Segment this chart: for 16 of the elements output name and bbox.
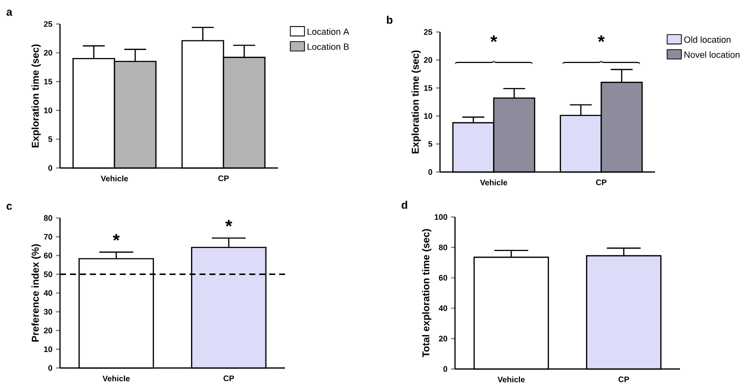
annotation: * [112,234,120,241]
chart-title: d [402,200,408,209]
annotation: * [225,220,232,227]
y-axis-title: Preference index (%) [31,244,41,342]
annotation: * [490,35,498,42]
legend-label: Old location [684,36,731,43]
legend-label: Location B [308,43,349,50]
legend-label: Novel location [684,51,740,58]
chart-title: a [6,10,12,16]
y-axis-title: Exploration time (sec) [411,50,421,154]
chart-title: c [6,204,12,210]
y-axis-title: Total exploration time (sec) [422,229,432,358]
y-axis-title: Exploration time (sec) [31,44,41,148]
chart-title: b [386,16,392,24]
annotation: * [598,35,605,42]
legend-label: Location A [308,28,350,35]
